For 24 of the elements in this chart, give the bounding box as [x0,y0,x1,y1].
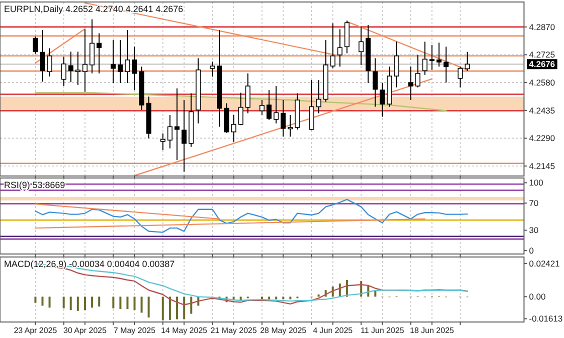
y-tick-label: 100 [529,178,544,188]
y-tick-label: 4.2435 [529,105,556,116]
x-tick-label: 23 Apr 2025 [14,326,58,335]
x-tick-label: 30 Apr 2025 [63,326,108,335]
x-tick-label: 4 Jun 2025 [313,326,354,335]
y-tick-label: 4.2580 [529,78,556,88]
x-tick-label: 11 Jun 2025 [360,326,405,335]
x-tick-label: 21 May 2025 [210,326,258,335]
x-tick-label: 7 May 2025 [114,326,156,335]
chart-title: MACD(12,26,9) -0.00034 0.00404 0.00387 [4,259,175,269]
y-tick-label: 4.2725 [529,50,556,60]
x-tick-label: 18 Jun 2025 [410,326,455,335]
y-tick-label: -0.01613 [529,314,563,324]
ref-line-label: 4.2676 [529,59,556,70]
y-tick-label: 30 [529,225,539,236]
y-tick-label: 0.00 [529,292,546,302]
x-tick-label: 14 May 2025 [160,326,208,335]
y-tick-label: 4.2145 [529,161,556,171]
x-tick-label: 28 May 2025 [260,326,307,335]
y-tick-label: 0 [529,246,534,256]
y-tick-label: 70 [529,198,539,208]
y-tick-label: 4.2290 [529,133,556,144]
y-tick-label: 4.2870 [529,22,556,32]
y-tick-label: 0.02421 [529,258,560,269]
